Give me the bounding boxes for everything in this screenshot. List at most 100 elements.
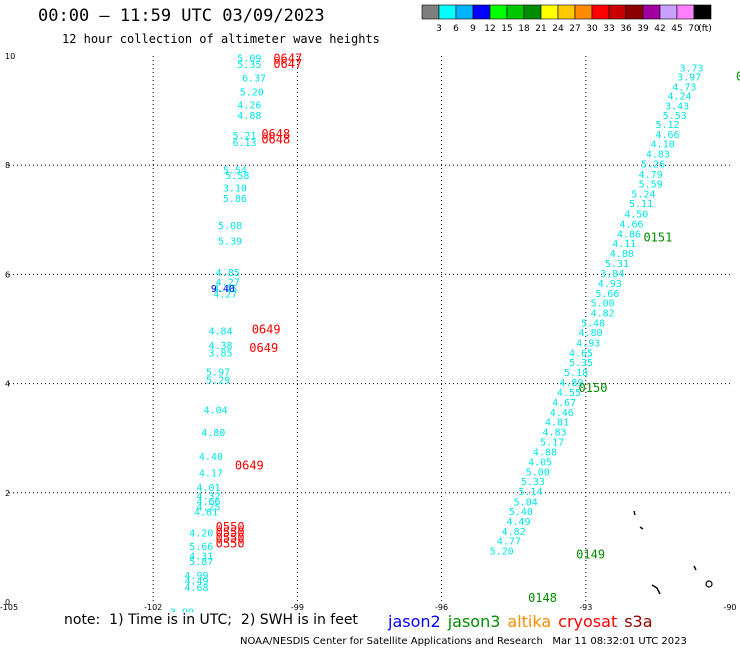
wave-height-label: 4.93 bbox=[576, 338, 600, 349]
wave-height-label: 4.49 bbox=[506, 517, 530, 528]
legend-item-altika: altika bbox=[507, 612, 552, 631]
time-stamp-label: 0550 bbox=[216, 536, 245, 550]
grid bbox=[9, 56, 730, 602]
wave-height-label: 4.01 bbox=[196, 483, 220, 494]
y-tick-label: 4 bbox=[5, 380, 10, 389]
wave-height-label: 4.89 bbox=[559, 378, 583, 389]
colorbar-tick-label: 42 bbox=[654, 24, 665, 34]
wave-height-label: 9.40 bbox=[211, 284, 235, 295]
wave-height-label: 5.04 bbox=[514, 497, 538, 508]
wave-height-label: 5.59 bbox=[639, 180, 663, 191]
wave-height-label: 4.86 bbox=[617, 229, 641, 240]
wave-height-label: 5.00 bbox=[526, 467, 550, 478]
footer-credit: NOAA/NESDIS Center for Satellite Applica… bbox=[240, 636, 687, 647]
time-stamp-label: 0149 bbox=[576, 547, 605, 561]
wave-height-label: 4.55 bbox=[557, 388, 581, 399]
colorbar-tick-label: 30 bbox=[586, 24, 598, 34]
chart-subtitle: 12 hour collection of altimeter wave hei… bbox=[62, 32, 380, 46]
time-stamp-label: 0648 bbox=[261, 132, 290, 146]
x-tick-label: -90 bbox=[723, 603, 736, 612]
time-stamp-label: 0550 bbox=[216, 520, 245, 534]
wave-height-label: 3.97 bbox=[677, 73, 701, 84]
wave-height-label: 4.80 bbox=[579, 328, 603, 339]
wave-height-label: 5.21 bbox=[232, 131, 256, 142]
colorbar-tick-label: 9 bbox=[470, 24, 476, 34]
colorbar-tick-label: 39 bbox=[637, 24, 649, 34]
wave-height-label: 4.79 bbox=[639, 170, 663, 181]
wave-height-label: 4.38 bbox=[208, 341, 232, 352]
wave-height-label: 4.20 bbox=[189, 528, 213, 539]
colorbar-tick-label: 18 bbox=[518, 24, 530, 34]
wave-height-label: 5.97 bbox=[206, 367, 230, 378]
wave-height-label: 5.33 bbox=[521, 477, 545, 488]
wave-height-label: 4.88 bbox=[237, 111, 261, 122]
wave-height-label: 5.20 bbox=[490, 546, 514, 557]
wave-height-label: 3.10 bbox=[223, 183, 247, 194]
wave-height-label: 5.58 bbox=[225, 171, 249, 182]
time-stamp-label: 0649 bbox=[235, 458, 264, 472]
wave-height-label: 4.45 bbox=[213, 284, 237, 295]
wave-height-label: 5.53 bbox=[663, 111, 687, 122]
wave-height-label: 5.20 bbox=[240, 87, 264, 98]
wave-height-label: 4.05 bbox=[528, 458, 552, 469]
wave-height-label: 5.29 bbox=[206, 376, 230, 387]
y-tick-label: 6 bbox=[5, 270, 10, 279]
wave-height-label: 4.77 bbox=[497, 537, 521, 548]
wave-height-label: 4.82 bbox=[591, 308, 615, 319]
wave-height-label: 5.12 bbox=[655, 120, 679, 131]
time-stamp-label: 0649 bbox=[252, 322, 281, 336]
wave-height-label: 4.10 bbox=[651, 140, 675, 151]
colorbar-tick-label: 3 bbox=[436, 24, 442, 34]
wave-height-label: 4.66 bbox=[619, 219, 643, 230]
wave-height-label: 5.54 bbox=[223, 165, 247, 176]
wave-height-label: 5.48 bbox=[581, 318, 605, 329]
legend-item-cryosat: cryosat bbox=[558, 612, 618, 631]
time-stamp-label: 0151 bbox=[643, 231, 672, 245]
wave-height-label: 3.99 bbox=[170, 608, 194, 612]
wave-height-label: 4.40 bbox=[199, 452, 223, 463]
colorbar-tick-label: 6 bbox=[453, 24, 459, 34]
wave-height-label: 5.87 bbox=[189, 557, 213, 568]
colorbar-tick-label: 12 bbox=[484, 24, 495, 34]
wave-height-label: 4.24 bbox=[667, 92, 691, 103]
colorbar-swatch bbox=[693, 4, 712, 20]
colorbar-tick-label: 21 bbox=[535, 24, 546, 34]
wave-height-label: 4.50 bbox=[624, 210, 648, 221]
wave-height-label: 4.26 bbox=[237, 100, 261, 111]
wave-height-label: 4.66 bbox=[196, 497, 220, 508]
colorbar-tick-label: 15 bbox=[501, 24, 512, 34]
wave-height-label: 4.88 bbox=[533, 448, 557, 459]
wave-height-label: 4.25 bbox=[196, 502, 220, 513]
legend-item-jason3: jason3 bbox=[447, 612, 501, 631]
time-stamp-label: 0550 bbox=[216, 531, 245, 545]
wave-height-label: 4.65 bbox=[569, 348, 593, 359]
wave-height-label: 4.17 bbox=[199, 468, 223, 479]
wave-height-label: 4.31 bbox=[189, 551, 213, 562]
wave-height-label: 5.17 bbox=[540, 437, 564, 448]
wave-height-label: 3.43 bbox=[665, 102, 689, 113]
colorbar-unit: (ft) bbox=[698, 24, 712, 34]
wave-height-label: 5.35 bbox=[569, 358, 593, 369]
wave-height-label: 3.73 bbox=[679, 63, 703, 74]
x-tick-label: -96 bbox=[435, 603, 448, 612]
y-tick-label: 2 bbox=[5, 489, 10, 498]
wave-height-label: 5.86 bbox=[223, 194, 247, 205]
wave-height-label: 5.09 bbox=[237, 53, 261, 64]
wave-height-label: 5.40 bbox=[509, 507, 533, 518]
x-tick-label: -99 bbox=[291, 603, 304, 612]
wave-height-label: 5.00 bbox=[591, 299, 615, 310]
wave-height-label: 6.37 bbox=[242, 74, 266, 85]
wave-height-label: 5.66 bbox=[595, 289, 619, 300]
wave-height-label: 4.61 bbox=[194, 508, 218, 519]
wave-height-label: 4.11 bbox=[612, 239, 636, 250]
wave-height-label: 5.26 bbox=[641, 159, 665, 170]
wave-height-label: 4.93 bbox=[598, 279, 622, 290]
legend-item-s3a: s3a bbox=[624, 612, 653, 631]
wave-height-label: 5.14 bbox=[518, 487, 542, 498]
wave-height-label: 5.39 bbox=[218, 236, 242, 247]
time-stamp-label: 0647 bbox=[273, 52, 302, 66]
wave-height-label: 5.08 bbox=[218, 221, 242, 232]
wave-height-label: 4.73 bbox=[672, 82, 696, 93]
colorbar-tick-label: 36 bbox=[620, 24, 632, 34]
